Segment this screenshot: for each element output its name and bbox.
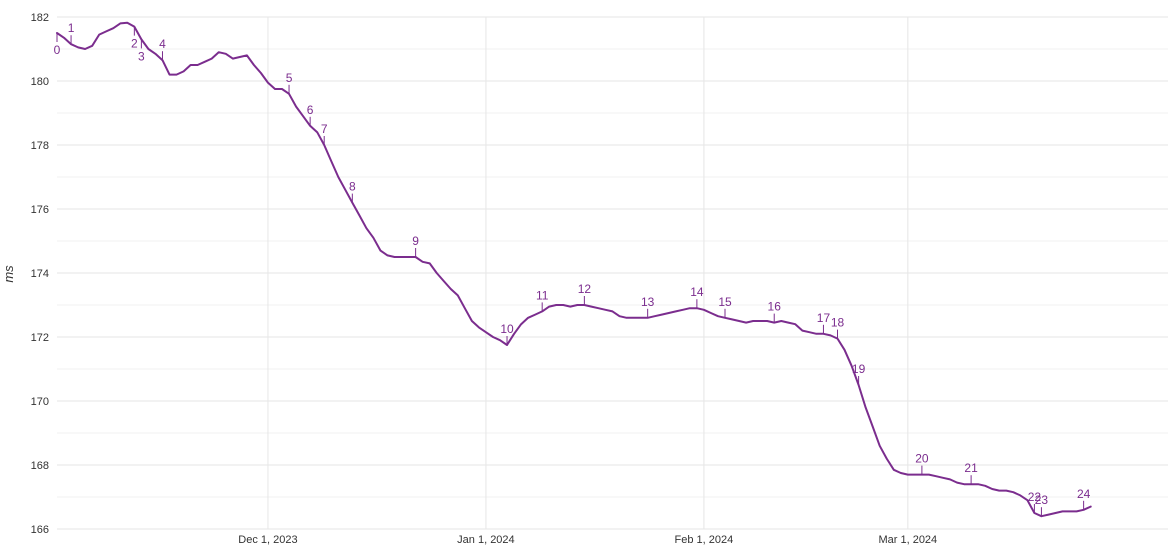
annotation-marker: 9 bbox=[412, 234, 419, 257]
annotation-label: 19 bbox=[852, 362, 866, 376]
annotation-marker: 24 bbox=[1077, 487, 1091, 510]
annotation-marker: 8 bbox=[349, 180, 356, 203]
annotation-marker: 5 bbox=[286, 71, 293, 94]
annotation-label: 7 bbox=[321, 122, 328, 136]
series-layer bbox=[56, 21, 1092, 518]
annotation-label: 2 bbox=[131, 37, 138, 51]
x-tick-label: Mar 1, 2024 bbox=[878, 534, 937, 546]
y-tick-label: 168 bbox=[31, 460, 49, 472]
annotation-marker: 1 bbox=[68, 21, 75, 45]
annotation-label: 13 bbox=[641, 295, 655, 309]
annotation-label: 0 bbox=[54, 43, 61, 57]
y-tick-label: 182 bbox=[31, 12, 49, 24]
annotation-marker: 14 bbox=[690, 285, 704, 309]
annotation-label: 1 bbox=[68, 21, 75, 35]
annotation-marker: 6 bbox=[307, 103, 314, 126]
annotation-marker: 21 bbox=[964, 461, 978, 485]
annotation-marker: 2 bbox=[131, 26, 138, 51]
annotation-label: 22 bbox=[1028, 490, 1042, 504]
annotation-label: 17 bbox=[817, 311, 831, 325]
annotation-marker: 10 bbox=[500, 322, 514, 345]
y-tick-label: 172 bbox=[31, 332, 49, 344]
y-axis-label: ms bbox=[1, 265, 16, 283]
annotation-label: 12 bbox=[578, 282, 592, 296]
annotation-label: 10 bbox=[500, 322, 514, 336]
annotation-marker: 16 bbox=[768, 300, 782, 323]
annotation-label: 23 bbox=[1035, 493, 1049, 507]
annotation-label: 3 bbox=[138, 49, 145, 63]
annotation-marker: 4 bbox=[159, 37, 166, 61]
annotation-label: 14 bbox=[690, 285, 704, 299]
annotation-label: 16 bbox=[768, 300, 782, 314]
x-tick-label: Feb 1, 2024 bbox=[675, 534, 734, 546]
y-tick-label: 176 bbox=[31, 204, 49, 216]
annotation-label: 6 bbox=[307, 103, 314, 117]
annotation-label: 18 bbox=[831, 316, 845, 330]
y-tick-label: 180 bbox=[31, 76, 49, 88]
y-tick-label: 174 bbox=[31, 268, 49, 280]
y-tick-label: 170 bbox=[31, 396, 49, 408]
annotation-label: 5 bbox=[286, 71, 293, 85]
annotation-label: 9 bbox=[412, 234, 419, 248]
annotation-label: 20 bbox=[915, 452, 929, 466]
y-axis-ticks: 166 168 170 172 174 176 178 180 182 bbox=[31, 12, 49, 536]
annotation-marker: 17 bbox=[817, 311, 831, 334]
annotation-label: 21 bbox=[964, 461, 978, 475]
annotation-marker: 22 bbox=[1028, 490, 1042, 513]
y-tick-label: 178 bbox=[31, 140, 49, 152]
annotation-marker: 3 bbox=[138, 39, 145, 63]
annotation-label: 11 bbox=[536, 288, 549, 302]
annotation-marker: 18 bbox=[831, 316, 845, 339]
annotation-label: 8 bbox=[349, 180, 356, 194]
grid-lines bbox=[57, 16, 1168, 530]
annotation-label: 15 bbox=[718, 295, 732, 309]
annotation-label: 4 bbox=[159, 37, 166, 51]
annotation-marker: 15 bbox=[718, 295, 732, 318]
y-tick-label: 166 bbox=[31, 524, 49, 536]
annotation-marker: 13 bbox=[641, 295, 655, 318]
x-tick-label: Jan 1, 2024 bbox=[457, 534, 515, 546]
annotation-marker: 23 bbox=[1035, 493, 1049, 517]
annotation-marker: 12 bbox=[578, 282, 592, 305]
annotation-label: 24 bbox=[1077, 487, 1091, 501]
x-tick-label: Dec 1, 2023 bbox=[238, 534, 297, 546]
x-axis-ticks: Dec 1, 2023 Jan 1, 2024 Feb 1, 2024 Mar 1, … bbox=[238, 534, 937, 546]
annotation-marker: 20 bbox=[915, 452, 929, 475]
annotation-marker: 0 bbox=[54, 33, 61, 57]
annotation-marker: 7 bbox=[321, 122, 328, 145]
annotation-marker: 11 bbox=[536, 288, 549, 312]
annotation-marker: 19 bbox=[852, 362, 866, 385]
series-line bbox=[56, 21, 1092, 518]
